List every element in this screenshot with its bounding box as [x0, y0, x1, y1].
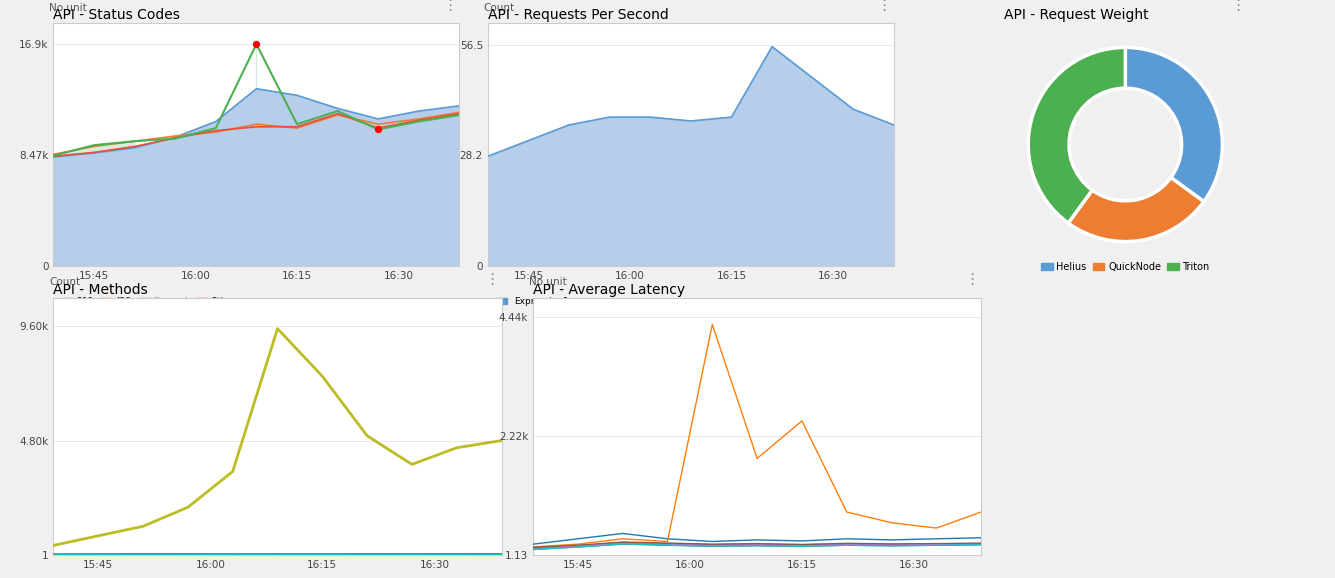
Text: No unit: No unit: [529, 277, 566, 287]
Text: API - Average Latency: API - Average Latency: [533, 283, 685, 297]
Text: API - Status Codes: API - Status Codes: [53, 8, 180, 22]
Text: API - Methods: API - Methods: [53, 283, 148, 297]
Text: ⋮: ⋮: [485, 272, 499, 287]
Point: [246, 39, 267, 49]
Text: ⋮: ⋮: [442, 0, 458, 13]
Text: ⋮: ⋮: [877, 0, 892, 13]
Legend: Helius, QuickNode, Triton: Helius, QuickNode, Triton: [1037, 258, 1214, 276]
Text: Count: Count: [483, 3, 515, 13]
Legend: 200, 429, timeout, Other: 200, 429, timeout, Other: [57, 294, 240, 310]
Text: ⋮: ⋮: [1231, 0, 1246, 13]
Text: ⋮: ⋮: [964, 272, 979, 287]
Text: Count: Count: [49, 277, 80, 287]
Text: API - Requests Per Second: API - Requests Per Second: [487, 8, 669, 22]
Point: [367, 125, 388, 134]
Wedge shape: [1028, 47, 1125, 223]
Wedge shape: [1125, 47, 1223, 202]
Wedge shape: [1068, 177, 1204, 242]
Text: API - Request Weight: API - Request Weight: [1004, 8, 1148, 22]
Legend: Expression1: Expression1: [493, 294, 573, 310]
Text: No unit: No unit: [49, 3, 87, 13]
